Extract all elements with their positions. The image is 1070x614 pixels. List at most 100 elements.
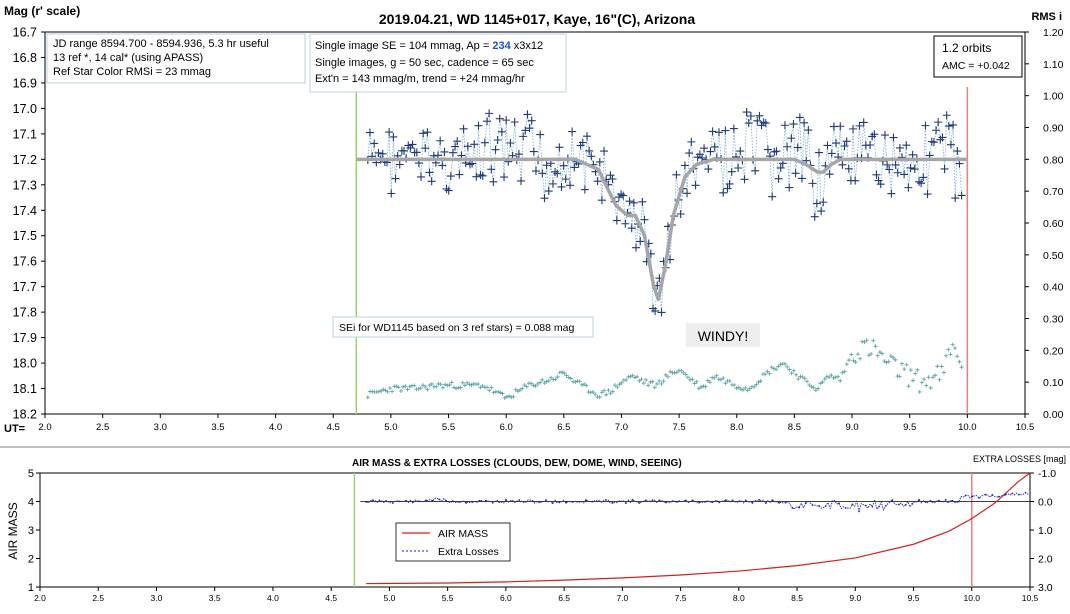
- extra-losses-point: [451, 500, 454, 502]
- magnitude-point: [736, 147, 745, 156]
- rms-point: [469, 382, 474, 387]
- rms-point: [926, 375, 931, 380]
- extra-losses-point: [844, 507, 847, 509]
- extra-losses-point: [951, 499, 954, 502]
- rms-point: [950, 342, 955, 347]
- rms-point: [882, 359, 887, 364]
- top-x-tick-label: 2.0: [38, 422, 51, 433]
- rms-point: [546, 378, 551, 383]
- magnitude-point: [957, 191, 966, 200]
- rms-point: [897, 374, 902, 379]
- magnitude-point: [525, 124, 534, 133]
- magnitude-point: [672, 170, 681, 179]
- magnitude-point: [595, 157, 604, 166]
- bottom-x-tick-label: 3.0: [151, 593, 163, 603]
- extra-losses-point: [385, 500, 388, 502]
- rms-point: [615, 385, 620, 390]
- top-title: 2019.04.21, WD 1145+017, Kaye, 16"(C), A…: [379, 11, 695, 27]
- rms-point: [694, 379, 699, 384]
- extra-losses-point: [511, 500, 514, 502]
- rms-point: [800, 374, 805, 379]
- amc-text: AMC = +0.042: [942, 60, 1010, 72]
- rms-point: [959, 365, 964, 370]
- magnitude-point: [700, 144, 709, 153]
- rms-point: [579, 382, 584, 387]
- rms-point: [891, 355, 896, 360]
- rms-point: [635, 374, 640, 379]
- magnitude-point: [580, 185, 589, 194]
- magnitude-point: [412, 148, 421, 157]
- magnitude-point: [440, 147, 449, 156]
- rms-point: [880, 351, 885, 356]
- bottom-x-tick-label: 6.0: [500, 593, 512, 603]
- rms-point: [387, 386, 392, 391]
- rms-point: [606, 388, 611, 393]
- magnitude-point: [887, 189, 896, 198]
- top-x-tick-label: 8.0: [730, 422, 743, 433]
- magnitude-point: [578, 138, 587, 147]
- rms-point: [849, 352, 854, 357]
- rms-point: [928, 385, 933, 390]
- rms-point: [573, 379, 578, 384]
- rms-point: [518, 388, 523, 393]
- magnitude-point: [593, 177, 602, 186]
- magnitude-point: [825, 170, 834, 179]
- magnitude-point: [491, 145, 500, 154]
- magnitude-point: [438, 161, 447, 170]
- magnitude-point: [891, 160, 900, 169]
- extra-losses-point: [771, 499, 774, 502]
- extra-losses-point: [438, 498, 441, 501]
- extra-losses-point: [984, 493, 987, 496]
- top-y-tick-label: 16.7: [13, 26, 37, 40]
- bottom-y-tick-label: 2: [28, 554, 34, 566]
- top-y-tick-label: 17.9: [13, 331, 37, 345]
- rms-point: [451, 385, 456, 390]
- bottom-chart: AIR MASS & EXTRA LOSSES (CLOUDS, DEW, DO…: [6, 454, 1066, 603]
- magnitude-point: [917, 179, 926, 188]
- magnitude-point: [772, 147, 781, 156]
- top-y-tick-label: 17.2: [13, 153, 37, 167]
- magnitude-point: [714, 128, 723, 137]
- orbits-box: [933, 35, 1023, 78]
- top-y-right-tick-label: 0.30: [1043, 314, 1064, 326]
- extra-losses-point: [864, 504, 867, 507]
- magnitude-point: [451, 142, 460, 151]
- bottom-y-right-tick-label: 3.0: [1038, 582, 1053, 594]
- rms-point: [485, 385, 490, 390]
- top-y-tick-label: 17.7: [13, 280, 37, 294]
- extra-losses-point: [498, 501, 501, 504]
- rms-point: [522, 383, 527, 388]
- rms-point: [652, 385, 657, 390]
- rms-point: [650, 379, 655, 384]
- rms-point: [935, 364, 940, 369]
- rms-point: [919, 380, 924, 385]
- magnitude-point: [472, 172, 481, 181]
- rms-point: [641, 381, 646, 386]
- magnitude-point: [938, 133, 947, 142]
- magnitude-point: [538, 169, 547, 178]
- magnitude-point: [448, 148, 457, 157]
- magnitude-point: [780, 121, 789, 130]
- extra-losses-point: [978, 496, 980, 499]
- extra-losses-point: [478, 499, 481, 502]
- bottom-y-right-ticks: -1.0 0.0 1.0 2.0 3.0: [1030, 468, 1056, 594]
- magnitude-point: [608, 175, 617, 184]
- rms-point: [445, 383, 450, 388]
- rms-point: [899, 361, 904, 366]
- rms-point: [454, 386, 459, 391]
- rms-point: [533, 384, 538, 389]
- rms-point: [467, 382, 472, 387]
- magnitude-point: [455, 170, 464, 179]
- magnitude-point: [370, 139, 379, 148]
- rms-point: [564, 373, 569, 378]
- rms-point: [421, 383, 426, 388]
- rms-point: [888, 354, 893, 359]
- extra-losses-point: [551, 502, 554, 505]
- rms-point: [736, 385, 741, 390]
- rms-point: [401, 384, 406, 389]
- rms-point: [672, 370, 677, 375]
- top-y-right-tick-label: 1.10: [1043, 59, 1064, 71]
- rms-point: [507, 394, 512, 399]
- magnitude-point: [844, 164, 853, 173]
- rms-point: [560, 370, 565, 375]
